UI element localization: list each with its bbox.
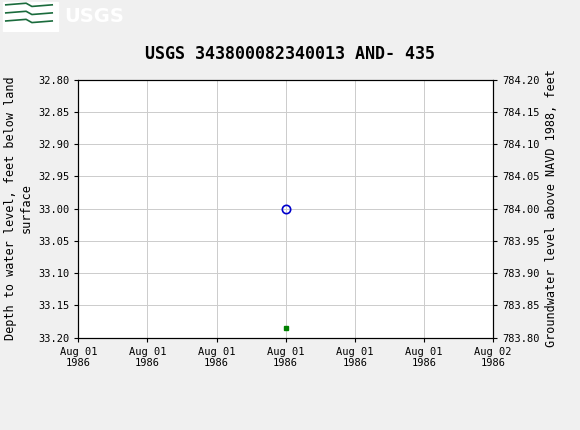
Y-axis label: Groundwater level above NAVD 1988, feet: Groundwater level above NAVD 1988, feet [545,70,558,347]
Text: USGS 343800082340013 AND- 435: USGS 343800082340013 AND- 435 [145,45,435,63]
Text: USGS: USGS [64,6,124,26]
Bar [3,2,58,31]
Y-axis label: Depth to water level, feet below land
surface: Depth to water level, feet below land su… [5,77,32,341]
